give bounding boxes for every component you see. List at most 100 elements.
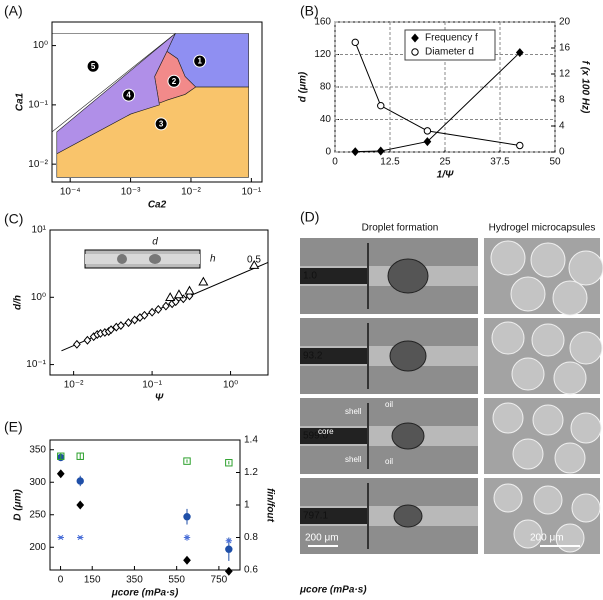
y2-tick-label: 12 xyxy=(559,69,571,80)
series-line xyxy=(354,42,520,146)
y2-tick-label: 20 xyxy=(559,17,571,28)
y-tick-label: 10⁰ xyxy=(31,292,46,303)
row-label: 797.1 xyxy=(303,511,328,522)
y-axis-label: Ca1 xyxy=(15,92,26,111)
microcapsule xyxy=(533,485,563,515)
y-tick-label: 350 xyxy=(29,444,46,455)
microcapsule xyxy=(512,438,544,470)
marker xyxy=(225,545,233,553)
inset-droplet xyxy=(149,254,161,264)
marker xyxy=(183,513,191,521)
microcapsule xyxy=(570,412,602,444)
microcapsule xyxy=(554,442,586,474)
x-tick-label: 10⁻³ xyxy=(121,187,141,198)
legend-label: Diameter d xyxy=(425,47,474,58)
marker xyxy=(140,310,149,320)
marker xyxy=(117,321,125,331)
droplet xyxy=(391,422,425,450)
microcapsule xyxy=(530,242,566,278)
row-label: 1.0 xyxy=(303,271,317,282)
panel-label: (A) xyxy=(4,3,23,19)
x-tick-label: 25 xyxy=(439,157,451,168)
y-tick-label: 10⁻² xyxy=(28,159,48,170)
microcapsule xyxy=(569,331,603,365)
panel-label: (C) xyxy=(4,211,23,227)
series-line xyxy=(355,52,521,153)
legend-label: Frequency f xyxy=(425,33,478,44)
inlet xyxy=(300,348,368,364)
region-badge xyxy=(154,117,168,131)
region-label: 2 xyxy=(172,77,177,86)
legend-box xyxy=(404,29,496,61)
y-tick-label: 40 xyxy=(320,114,332,125)
x-tick-label: 10⁻¹ xyxy=(241,187,261,198)
region-badge xyxy=(167,74,181,88)
x-tick-label: 10⁻² xyxy=(181,187,201,198)
inlet xyxy=(300,268,368,284)
inset-droplet xyxy=(117,254,127,264)
flow-label: oil xyxy=(385,400,393,409)
microcapsule xyxy=(491,321,525,355)
region-badge xyxy=(86,59,100,73)
marker xyxy=(351,38,359,47)
y2-axis-label: f (x 100 Hz) xyxy=(579,61,590,114)
marker xyxy=(183,555,191,565)
x-tick-label: 50 xyxy=(549,157,561,168)
y-tick-label: 300 xyxy=(29,477,46,488)
region-label: 1 xyxy=(197,57,202,66)
marker xyxy=(77,534,84,541)
x-axis-label: Ca2 xyxy=(148,200,167,211)
marker xyxy=(173,289,185,299)
marker xyxy=(57,452,65,460)
column-title: Droplet formation xyxy=(362,223,439,234)
axis-label: μcore (mPa·s) xyxy=(299,585,367,596)
y-tick-label: 10⁻¹ xyxy=(28,100,48,111)
marker xyxy=(162,301,170,311)
legend-marker xyxy=(411,33,419,43)
y-tick-label: 10⁰ xyxy=(33,40,48,51)
panel-label: (E) xyxy=(4,419,23,435)
y2-tick-label: 1.2 xyxy=(244,467,258,478)
marker xyxy=(516,141,524,150)
region xyxy=(56,33,176,155)
marker xyxy=(76,452,84,460)
plot-frame xyxy=(49,229,269,376)
legend-marker xyxy=(411,48,419,56)
microcapsule xyxy=(490,240,526,276)
y-axis-label: D (μm) xyxy=(13,489,24,521)
microcapsule xyxy=(492,402,524,434)
marker xyxy=(198,276,209,286)
x-axis-label: μcore (mPa·s) xyxy=(111,588,179,599)
marker xyxy=(107,325,115,335)
y-tick-label: 250 xyxy=(29,509,46,520)
y2-axis-label: fin/fout xyxy=(264,488,275,523)
x-tick-label: 350 xyxy=(126,575,143,586)
scale-bar-label: 200 μm xyxy=(305,533,339,544)
y2-tick-label: 16 xyxy=(559,43,571,54)
marker xyxy=(224,566,233,576)
marker xyxy=(165,292,176,301)
inlet xyxy=(300,508,368,524)
marker xyxy=(423,137,432,147)
x-tick-label: 0 xyxy=(58,575,64,586)
y2-tick-label: 1 xyxy=(244,500,250,511)
x-axis-label: Ψ xyxy=(155,393,164,404)
microcapsule xyxy=(493,483,523,513)
x-tick-label: 37.5 xyxy=(490,157,510,168)
region-label: 3 xyxy=(159,119,164,128)
inset xyxy=(84,249,201,269)
row-label: 599.0 xyxy=(303,431,328,442)
microcapsule xyxy=(510,276,546,312)
y-axis-label: d (μm) xyxy=(298,71,309,102)
marker xyxy=(183,534,191,541)
microcapsule xyxy=(552,280,588,316)
marker xyxy=(76,477,84,485)
marker xyxy=(57,534,64,541)
y-tick-label: 80 xyxy=(320,82,332,93)
microcapsule xyxy=(568,250,603,286)
inset-channel xyxy=(85,254,200,264)
x-tick-label: 750 xyxy=(211,575,228,586)
flow-label: oil xyxy=(385,457,393,466)
y-tick-label: 10¹ xyxy=(32,225,47,236)
